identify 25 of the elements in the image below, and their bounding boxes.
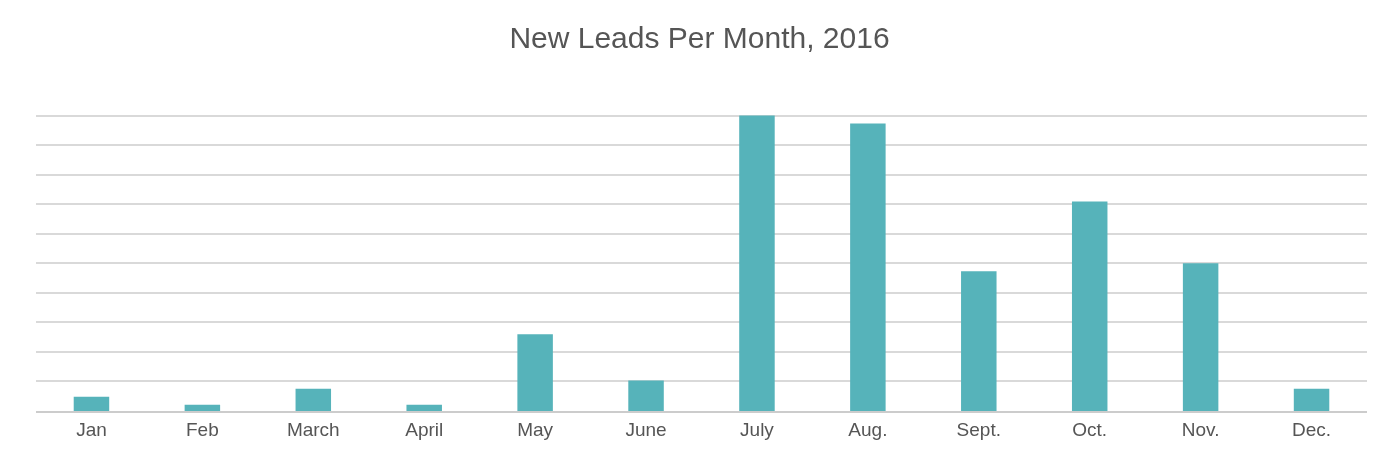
x-tick-label: Nov. [1181,418,1220,440]
x-tick-label: Oct. [1072,418,1108,440]
bar [517,334,553,411]
x-tick-label: July [740,418,775,440]
x-tick-label: Feb [186,418,219,440]
x-tick-label: March [286,418,340,440]
x-tick-label: Sept. [956,418,1001,440]
bar [1293,388,1330,411]
x-tick-label: May [517,418,554,440]
x-tick-label: June [625,418,667,440]
bar [184,404,221,411]
chart-title: New Leads Per Month, 2016 [509,21,890,55]
bar [628,380,664,411]
bar [406,404,442,411]
bar [73,396,110,411]
x-tick-label: April [405,418,444,440]
bar [961,271,997,411]
bar [1071,201,1108,411]
bar [295,388,332,411]
bar [1182,263,1219,411]
x-tick-label: Dec. [1292,418,1332,440]
x-tick-label: Jan [76,418,107,440]
x-tick-label: Aug. [848,418,888,440]
bar [739,115,775,411]
bar [850,123,886,411]
